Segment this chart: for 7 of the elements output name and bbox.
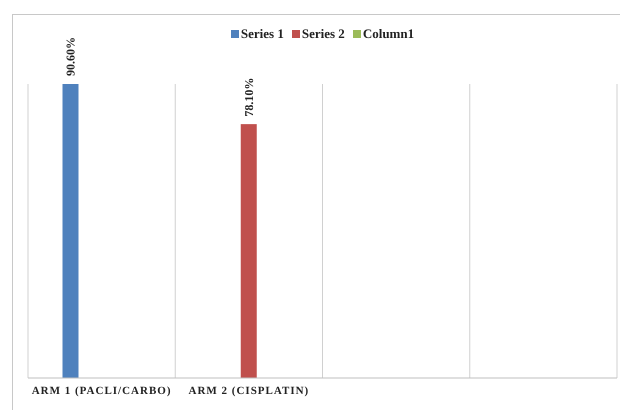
legend-label: Column1: [362, 26, 414, 42]
data-label: 90.60%: [64, 37, 78, 76]
legend-label: Series 1: [240, 26, 284, 42]
x-tick-label: ARM 1 (PACLI/CARBO): [32, 384, 172, 397]
data-label: 78.10%: [242, 78, 256, 117]
legend-label: Series 2: [300, 26, 345, 42]
x-tick-label: ARM 2 (CISPLATIN): [188, 384, 310, 397]
